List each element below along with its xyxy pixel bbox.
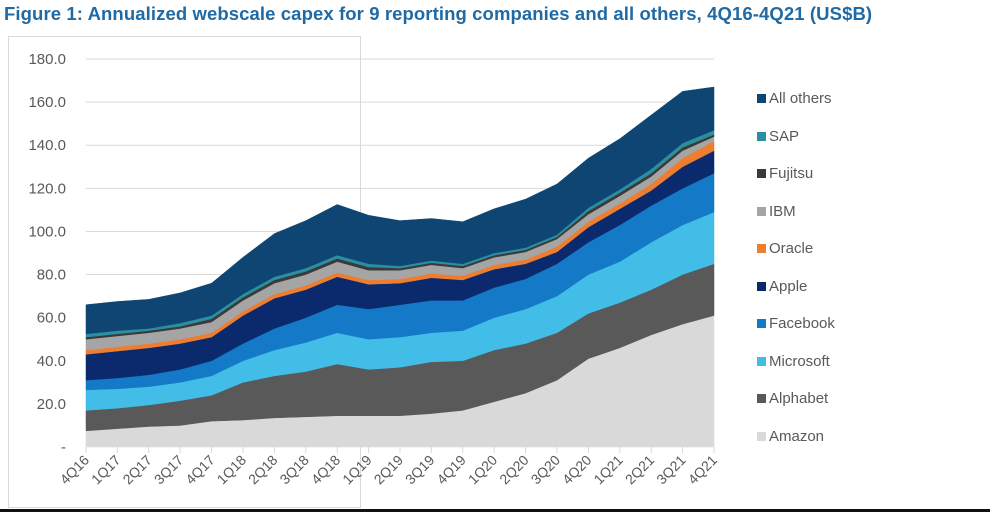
legend-label: Alphabet	[769, 390, 829, 408]
legend-swatch	[757, 431, 766, 441]
legend-swatch	[757, 281, 766, 291]
x-tick-label: 3Q19	[402, 452, 438, 488]
legend-item-facebook: Facebook	[757, 305, 835, 343]
legend-swatch	[757, 244, 766, 254]
x-tick-label: 2Q19	[371, 452, 407, 488]
x-tick-label: 1Q21	[590, 452, 626, 488]
legend-item-ibm: IBM	[757, 193, 835, 231]
legend-swatch	[757, 169, 766, 179]
x-tick-label: 4Q18	[308, 452, 344, 488]
x-tick-label: 1Q19	[339, 452, 375, 488]
legend-item-all-others: All others	[757, 80, 835, 118]
legend-label: Microsoft	[769, 352, 830, 370]
y-tick-label: 20.0	[37, 396, 66, 413]
y-tick-label: -	[61, 439, 66, 456]
legend-swatch	[757, 94, 766, 104]
legend-label: All others	[769, 90, 832, 108]
x-tick-label: 4Q16	[57, 452, 93, 488]
figure-title: Figure 1: Annualized webscale capex for …	[4, 3, 873, 24]
x-tick-label: 2Q20	[496, 452, 532, 488]
x-tick-label: 2Q21	[622, 452, 658, 488]
legend-item-sap: SAP	[757, 118, 835, 156]
legend-swatch	[757, 206, 766, 216]
x-tick-label: 2Q17	[119, 452, 155, 488]
x-tick-label: 1Q18	[214, 452, 250, 488]
legend-label: Fujitsu	[769, 165, 814, 183]
legend-swatch	[757, 356, 766, 366]
legend-label: Apple	[769, 277, 808, 295]
legend-item-microsoft: Microsoft	[757, 343, 835, 381]
x-tick-label: 2Q18	[245, 452, 281, 488]
x-tick-label: 4Q21	[685, 452, 721, 488]
y-tick-label: 100.0	[28, 223, 66, 240]
legend-item-fujitsu: Fujitsu	[757, 155, 835, 193]
x-tick-label: 3Q20	[528, 452, 564, 488]
legend-swatch	[757, 319, 766, 329]
legend-item-alphabet: Alphabet	[757, 380, 835, 418]
x-tick-label: 1Q20	[465, 452, 501, 488]
x-tick-label: 3Q17	[151, 452, 187, 488]
x-tick-label: 1Q17	[88, 452, 124, 488]
x-tick-label: 4Q17	[182, 452, 218, 488]
area-all-others	[85, 86, 715, 335]
legend-label: Oracle	[769, 240, 814, 258]
y-tick-label: 60.0	[37, 310, 66, 327]
y-tick-label: 120.0	[28, 180, 66, 197]
y-tick-label: 80.0	[37, 267, 66, 284]
y-tick-label: 160.0	[28, 94, 66, 111]
legend-label: IBM	[769, 202, 796, 220]
legend-label: Facebook	[769, 315, 835, 333]
legend-label: SAP	[769, 127, 800, 145]
y-tick-label: 140.0	[28, 137, 66, 154]
x-tick-label: 4Q19	[433, 452, 469, 488]
legend-item-amazon: Amazon	[757, 418, 835, 456]
bottom-divider	[0, 509, 990, 512]
y-tick-label: 180.0	[28, 51, 66, 68]
legend-item-oracle: Oracle	[757, 230, 835, 268]
legend-swatch	[757, 131, 766, 141]
legend-swatch	[757, 394, 766, 404]
legend-label: Amazon	[769, 427, 825, 445]
x-tick-label: 3Q21	[653, 452, 689, 488]
x-axis-ticks: 4Q161Q172Q173Q174Q171Q182Q183Q184Q181Q19…	[57, 447, 721, 488]
legend: All others SAP Fujitsu IBM Oracle Apple Facebo…	[757, 80, 835, 455]
y-tick-label: 40.0	[37, 353, 66, 370]
x-tick-label: 3Q18	[276, 452, 312, 488]
x-tick-label: 4Q20	[559, 452, 595, 488]
legend-item-apple: Apple	[757, 268, 835, 306]
y-axis-ticks: - 20.0 40.0 60.0 80.0 100.0 120.0 140.0 160.0 180…	[28, 51, 66, 456]
area-series	[85, 86, 715, 448]
